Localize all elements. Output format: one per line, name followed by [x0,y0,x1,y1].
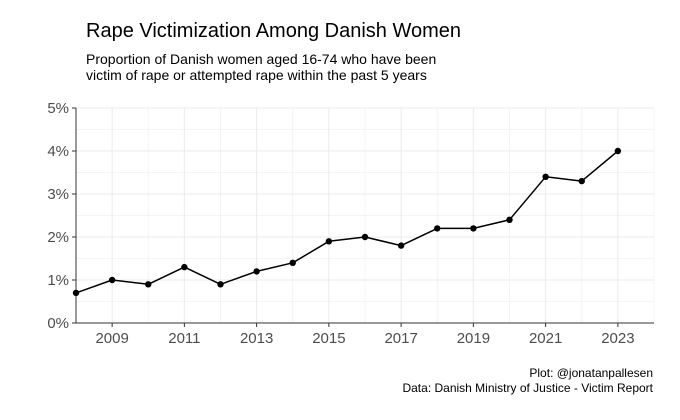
y-tick-label: 2% [47,229,69,246]
chart-caption: Plot: @jonatanpallesen Data: Danish Mini… [402,366,653,396]
y-tick-label: 4% [47,143,69,160]
data-point [72,289,80,297]
plot-credit: Plot: @jonatanpallesen [529,366,653,380]
y-tick-label: 5% [47,100,69,117]
chart-title: Rape Victimization Among Danish Women [86,20,461,42]
data-point [217,281,224,288]
axes [72,107,654,327]
data-point [253,268,260,275]
data-point [614,147,622,155]
data-point [361,233,369,241]
data-point [108,276,116,284]
series-line [75,150,619,294]
x-tick-label: 2009 [95,330,128,347]
data-point [470,225,477,232]
y-tick-label: 1% [47,272,69,289]
tick-labels: 0% 1% 2% 3% 4% 5% 2009 2011 2013 2015 2017 2019 2021… [47,100,634,347]
x-tick-label: 2013 [240,330,273,347]
data-point [289,259,296,266]
y-tick-label: 3% [47,186,69,203]
data-point [145,281,152,288]
chart-subtitle: Proportion of Danish women aged 16-74 wh… [86,51,437,83]
data-point [181,263,188,271]
y-tick-label: 0% [47,315,69,332]
data-point [434,225,441,232]
data-point [542,173,549,180]
x-tick-label: 2023 [601,330,634,347]
x-tick-label: 2017 [384,330,417,347]
data-point [506,216,513,223]
x-tick-label: 2019 [457,330,490,347]
data-point [578,177,585,185]
series-layer [72,147,622,297]
x-tick-label: 2015 [312,330,345,347]
data-source: Data: Danish Ministry of Justice - Victi… [402,381,653,395]
data-point [325,238,333,245]
x-tick-label: 2011 [168,330,200,347]
x-tick-label: 2021 [529,330,562,347]
grid-lines [75,107,655,324]
data-point [397,242,405,249]
